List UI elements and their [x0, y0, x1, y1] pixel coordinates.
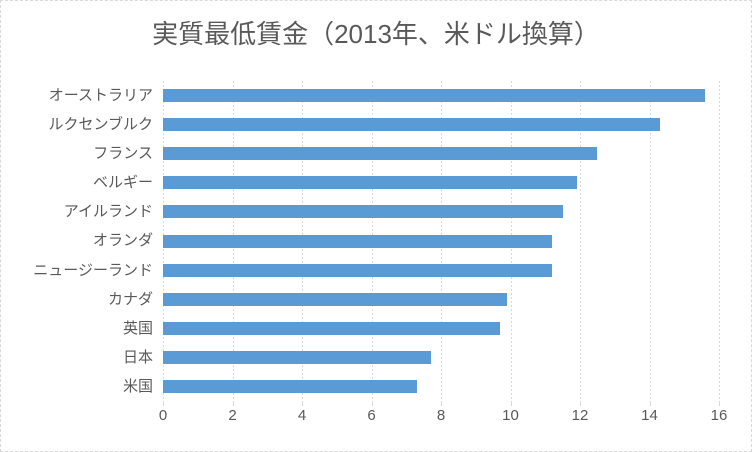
- gridline: [649, 81, 651, 401]
- x-tick-label: 12: [571, 407, 589, 424]
- category-label: カナダ: [107, 290, 153, 308]
- category-label: 日本: [122, 348, 153, 366]
- x-tick-label: 6: [367, 407, 376, 424]
- bar-アイルランド: [163, 205, 563, 219]
- category-label: 米国: [122, 377, 153, 395]
- bar-ルクセンブルク: [163, 118, 660, 132]
- axis-tick: [163, 401, 164, 406]
- x-tick-label: 4: [297, 407, 307, 424]
- axis-tick: [719, 401, 720, 406]
- axis-tick: [649, 401, 651, 406]
- axis-tick: [302, 401, 303, 406]
- x-tick-label: 10: [502, 407, 519, 424]
- category-label: フランス: [93, 145, 153, 163]
- category-label: ニュージーランド: [33, 261, 153, 279]
- bar-オランダ: [163, 234, 553, 248]
- category-label: ベルギー: [92, 174, 153, 192]
- category-label: オーストラリア: [48, 87, 153, 104]
- bar-フランス: [163, 147, 598, 161]
- chart-title: 実質最低賃金（2013年、米ドル換算）: [152, 19, 600, 49]
- axis-tick: [580, 401, 581, 406]
- gridline: [580, 81, 581, 401]
- value-axis: 0 2 4 6 8 10 12 14 16: [159, 407, 728, 429]
- x-tick-label: 16: [710, 407, 728, 424]
- bar-米国: [163, 379, 417, 393]
- category-label: オランダ: [92, 232, 153, 250]
- category-label: 英国: [122, 319, 153, 337]
- bar-日本: [163, 350, 431, 364]
- bar-英国: [163, 321, 501, 335]
- plot-area: [163, 81, 720, 406]
- category-label: アイルランド: [63, 203, 153, 221]
- bar-ニュージーランド: [163, 263, 553, 277]
- axis-tick: [232, 401, 234, 406]
- bar-ベルギー: [163, 176, 577, 190]
- axis-tick: [371, 401, 373, 406]
- gridline: [719, 81, 720, 401]
- axis-tick: [510, 401, 512, 406]
- axis-tick: [441, 401, 442, 406]
- x-tick-label: 2: [228, 407, 237, 424]
- bar-オーストラリア: [163, 89, 706, 103]
- category-axis: オーストラリア ルクセンブルクフランスベルギーアイルランドオランダニュージーランド…: [1, 81, 153, 401]
- bar-カナダ: [163, 292, 508, 306]
- x-tick-label: 14: [641, 407, 658, 424]
- x-tick-label: 0: [158, 407, 168, 424]
- category-label: ルクセンブルク: [48, 116, 153, 134]
- x-tick-label: 8: [436, 407, 446, 424]
